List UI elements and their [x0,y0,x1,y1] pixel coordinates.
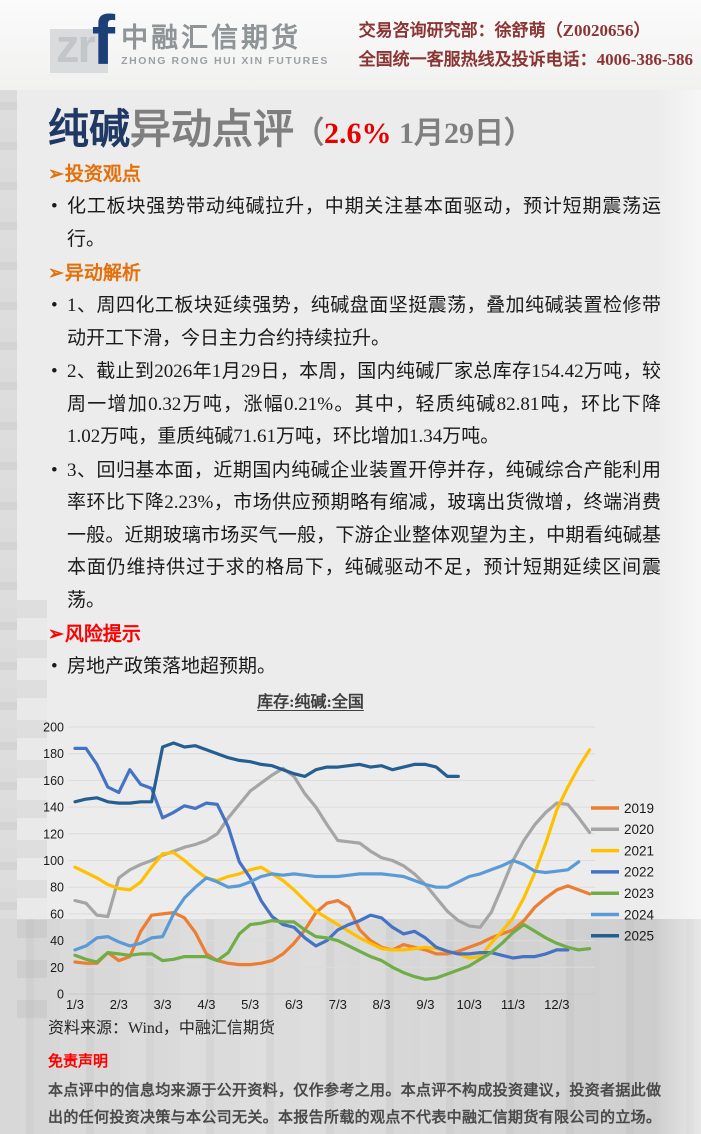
y-tick-label: 0 [57,987,64,1001]
left-watermark-strip [0,88,17,1134]
section-header-risk: ➢风险提示 [48,619,661,651]
contact-research-dept: 交易咨询研究部：徐舒萌（Z0020656） [358,21,651,40]
arrow-marker-icon: ➢ [48,164,64,186]
x-tick-label: 6/3 [285,997,303,1012]
paragraph-text: 房地产政策落地超预期。 [67,656,277,678]
y-tick-label: 20 [50,960,64,974]
y-tick-label: 40 [50,934,64,948]
y-tick-label: 60 [50,907,64,921]
legend-label-2020: 2020 [624,822,654,837]
y-tick-label: 180 [43,747,64,761]
bullet-icon: • [51,295,58,317]
series-line-2021 [73,747,592,960]
legend-label-2025: 2025 [624,928,654,943]
disclaimer-text: 本点评中的信息均来源于公开资料，仅作参考之用。本点评不构成投资建议，投资者据此做… [48,1081,661,1126]
x-tick-label: 4/3 [197,997,215,1012]
paragraph-text: 化工板块强势带动纯碱拉升，中期关注基本面驱动，预计短期震荡运行。 [67,196,661,250]
report-title: 纯碱异动点评（2.6% 1月29日） [48,106,661,153]
legend-label-2023: 2023 [624,886,654,901]
company-logo: zr f 中融汇信期货 ZHONG RONG HUI XIN FUTURES [50,1,329,85]
y-tick-label: 200 [43,720,64,734]
analysis-item-3: • 3、回归基本面，近期国内纯碱企业装置开停并存，纯碱综合产能利用率环比下降2.2… [48,455,661,618]
y-tick-label: 120 [43,827,64,841]
x-tick-label: 8/3 [373,997,391,1012]
x-tick-label: 9/3 [416,997,434,1012]
section-header-label: 风险提示 [64,624,141,646]
inventory-line-chart: 0 20 40 60 80 100 120 140 160 180 200 1/3 2/3 3/3 4/3 5… [43,720,655,1012]
analysis-item-1: • 1、周四化工板块延续强势，纯碱盘面坚挺震荡，叠加纯碱装置检修带动开工下滑，今日… [48,290,661,355]
investment-view-text: • 化工板块强势带动纯碱拉升，中期关注基本面驱动，预计短期震荡运行。 [48,191,661,256]
disclaimer-title: 免责声明 [48,1052,109,1070]
company-names: 中融汇信期货 ZHONG RONG HUI XIN FUTURES [121,23,329,66]
report-header: zr f 中融汇信期货 ZHONG RONG HUI XIN FUTURES 交… [0,0,701,90]
x-tick-label: 3/3 [154,997,172,1012]
logo-acronym-f: f [91,1,116,79]
x-tick-label: 5/3 [241,997,259,1012]
x-tick-label: 7/3 [329,997,347,1012]
legend-label-2019: 2019 [624,800,654,815]
series-line-2022 [73,746,570,960]
x-tick-label: 12/3 [544,997,569,1012]
section-header-label: 异动解析 [64,263,141,285]
bullet-icon: • [51,656,58,678]
x-tick-label: 10/3 [457,997,482,1012]
section-header-label: 投资观点 [64,164,141,186]
data-source-note: 资料来源：Wind，中融汇信期货 [48,1019,275,1037]
paragraph-text: 3、回归基本面，近期国内纯碱企业装置开停并存，纯碱综合产能利用率环比下降2.23… [67,459,661,611]
title-change-percent: 2.6% [324,117,392,150]
y-tick-label: 160 [43,774,64,788]
report-body: 纯碱异动点评（2.6% 1月29日） ➢投资观点 • 化工板块强势带动纯碱拉升，中… [0,90,701,1134]
x-tick-label: 1/3 [66,997,84,1012]
logo-acronym-zr: zr [56,18,96,72]
arrow-marker-icon: ➢ [48,263,64,285]
y-tick-label: 100 [43,854,64,868]
inventory-chart-block: 库存:纯碱:全国 0 20 40 60 80 100 120 140 160 180 200 1/3 2… [40,688,661,1012]
contact-hotline: 全国统一客服热线及投诉电话：4006-386-586 [358,50,693,69]
legend-label-2021: 2021 [624,843,654,858]
title-product: 纯碱 [48,106,130,152]
title-date: 1月29日） [391,117,534,150]
series-line-2025 [73,741,460,805]
arrow-marker-icon: ➢ [48,624,64,646]
analysis-item-2: • 2、截止到2026年1月29日，本周，国内纯碱厂家总库存154.42万吨，较周… [48,356,661,454]
right-watermark-strip [655,88,701,1134]
midleft-watermark-strip [17,600,47,1020]
bullet-icon: • [51,361,58,383]
x-tick-label: 11/3 [501,997,525,1012]
section-header-move-analysis: ➢异动解析 [48,258,661,290]
series-line-2023 [73,918,592,981]
company-name-cn: 中融汇信期货 [121,23,302,54]
series-line-2019 [73,883,592,966]
legend-label-2024: 2024 [624,907,655,922]
logo-tile [50,29,108,73]
disclaimer-section: 免责声明 本点评中的信息均来源于公开资料，仅作参考之用。本点评不构成投资建议，投… [48,1050,661,1134]
legend-label-2022: 2022 [624,864,654,879]
company-name-en: ZHONG RONG HUI XIN FUTURES [121,54,329,67]
paragraph-text: 1、周四化工板块延续强势，纯碱盘面坚挺震荡，叠加纯碱装置检修带动开工下滑，今日主… [67,295,661,349]
paragraph-text: 2、截止到2026年1月29日，本周，国内纯碱厂家总库存154.42万吨，较周一… [67,361,661,448]
chart-title: 库存:纯碱:全国 [257,693,364,711]
bullet-icon: • [51,196,58,218]
title-suffix: 异动点评 [130,106,294,152]
bullet-icon: • [51,459,58,481]
x-tick-label: 2/3 [110,997,128,1012]
y-tick-label: 140 [43,800,64,814]
risk-text: • 房地产政策落地超预期。 [48,651,661,684]
section-header-investment-view: ➢投资观点 [48,159,661,191]
y-tick-label: 80 [50,880,64,894]
title-paren-open: （ [294,117,324,150]
series-line-2024 [73,858,581,952]
contact-info: 交易咨询研究部：徐舒萌（Z0020656） 全国统一客服热线及投诉电话：4006… [359,16,693,74]
